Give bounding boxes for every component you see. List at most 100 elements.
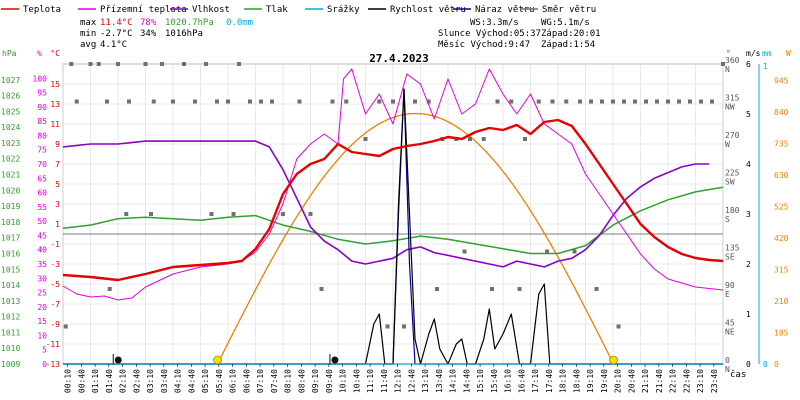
wind-direction-point xyxy=(633,99,637,104)
tick-winddir-label: NE xyxy=(725,328,735,337)
stats-min-hum: 34% xyxy=(140,29,157,39)
wind-direction-series xyxy=(63,62,725,329)
wind-direction-point xyxy=(204,62,208,66)
x-axis-ticks: 00:10 00:40 01:10 01:40 02:10 02:40 03:10 03:40… xyxy=(64,364,719,393)
wind-direction-point xyxy=(435,287,439,291)
wind-direction-point xyxy=(226,99,230,104)
tick-winddir: 135 xyxy=(725,244,740,253)
wind-direction-point xyxy=(248,99,252,104)
wind-direction-point xyxy=(74,99,79,104)
x-tick-label: 10:40 xyxy=(352,369,361,393)
tick-windspeed: 3 xyxy=(746,210,751,219)
x-tick-label: 17:40 xyxy=(545,369,554,393)
tick-winddir-label: E xyxy=(725,290,730,299)
wind-direction-point xyxy=(363,137,368,141)
tick-temp: -11 xyxy=(46,340,61,349)
tick-pressure: 1023 xyxy=(1,139,20,148)
legend-label: Teplota xyxy=(23,5,61,15)
x-tick-label: 19:40 xyxy=(600,369,609,393)
wind-direction-point xyxy=(600,99,604,104)
tick-solar: 315 xyxy=(774,266,789,275)
tick-humidity: 60 xyxy=(37,189,47,198)
tick-temp: -7 xyxy=(50,300,60,309)
tick-pressure: 1016 xyxy=(1,249,20,258)
wind-direction-point xyxy=(270,99,274,104)
wind-direction-point xyxy=(171,99,175,104)
tick-humidity: 65 xyxy=(37,174,47,183)
x-tick-label: 18:40 xyxy=(572,369,581,393)
wind-direction-point xyxy=(231,212,236,216)
wind-direction-point xyxy=(622,99,626,104)
wind-direction-point xyxy=(391,99,395,104)
wind-direction-point xyxy=(281,212,285,216)
tick-humidity: 45 xyxy=(37,231,47,240)
legend-label: Vlhkost xyxy=(192,5,230,15)
x-tick-label: 11:10 xyxy=(366,369,375,393)
tick-winddir-label: N xyxy=(725,365,730,374)
x-tick-label: 12:10 xyxy=(394,369,403,393)
tick-windspeed: 0 xyxy=(746,360,751,369)
tick-pressure: 1018 xyxy=(1,218,20,227)
x-tick-label: 16:10 xyxy=(504,369,513,393)
wind-direction-point xyxy=(413,99,417,104)
legend-label: Srážky xyxy=(327,5,360,15)
x-tick-label: 15:40 xyxy=(490,369,499,393)
tick-humidity: 5 xyxy=(42,346,47,355)
stats-sun-set: Západ:20:01 xyxy=(541,29,601,39)
x-tick-label: 23:40 xyxy=(710,369,719,393)
stats-avg-temp: 4.1°C xyxy=(100,40,127,50)
axis-unit-mm: mm xyxy=(762,49,772,58)
tick-solar: 210 xyxy=(774,297,789,306)
tick-precip: 0 xyxy=(763,360,768,369)
tick-windspeed: 5 xyxy=(746,110,751,119)
stats-max-label: max xyxy=(80,18,97,28)
x-tick-label: 20:40 xyxy=(627,369,636,393)
tick-humidity: 95 xyxy=(37,89,47,98)
wind-direction-point xyxy=(160,62,164,66)
tick-windspeed: 1 xyxy=(746,310,751,319)
tick-pressure: 1022 xyxy=(1,155,20,164)
wind-direction-point xyxy=(509,99,514,104)
wind-direction-point xyxy=(490,287,494,291)
x-tick-label: 21:10 xyxy=(641,369,650,393)
tick-temp: -1 xyxy=(50,240,60,249)
wind-direction-point xyxy=(182,62,186,66)
tick-pressure: 1015 xyxy=(1,265,20,274)
tick-solar: 525 xyxy=(774,203,789,212)
x-tick-label: 04:40 xyxy=(187,369,196,393)
x-tick-label: 07:10 xyxy=(256,369,265,393)
wind-direction-point xyxy=(536,99,541,104)
stats-ws: WS:3.3m/s xyxy=(470,18,519,28)
x-tick-label: 03:10 xyxy=(146,369,155,393)
tick-winddir: 45 xyxy=(725,319,735,328)
tick-winddir: 315 xyxy=(725,94,740,103)
tick-solar: 945 xyxy=(774,77,789,86)
x-tick-label: 07:40 xyxy=(270,369,279,393)
wind-direction-point xyxy=(426,99,431,104)
sunset-marker xyxy=(609,355,618,365)
tick-pressure: 1013 xyxy=(1,297,20,306)
tick-winddir: 90 xyxy=(725,281,735,290)
stats-wg: WG:5.1m/s xyxy=(541,18,590,28)
wind-direction-point xyxy=(523,137,527,141)
wind-direction-point xyxy=(616,324,621,329)
tick-winddir: 180 xyxy=(725,206,740,215)
tick-solar: 735 xyxy=(774,140,789,149)
axis-unit-ms: m/s xyxy=(746,49,761,58)
tick-temp: -5 xyxy=(50,280,60,289)
wind-direction-point xyxy=(149,212,153,216)
tick-winddir: 0 xyxy=(725,356,730,365)
stats-block: max 11.4°C 78% 1020.7hPa 0.0mm min -2.7°… xyxy=(80,18,601,50)
tick-pressure: 1009 xyxy=(1,360,20,369)
wind-direction-point xyxy=(611,99,615,104)
tick-pressure: 1021 xyxy=(1,171,20,180)
pressure-line xyxy=(62,186,724,255)
sun-moon-markers xyxy=(112,354,618,365)
tick-winddir: 225 xyxy=(725,169,740,178)
wind-direction-point xyxy=(96,62,101,66)
tick-temp: -9 xyxy=(50,320,60,329)
chart-title: 27.4.2023 xyxy=(369,52,429,65)
axis-unit-deg: ° xyxy=(726,49,731,58)
x-tick-label: 00:40 xyxy=(77,369,86,393)
x-axis-label: čas xyxy=(730,369,746,380)
